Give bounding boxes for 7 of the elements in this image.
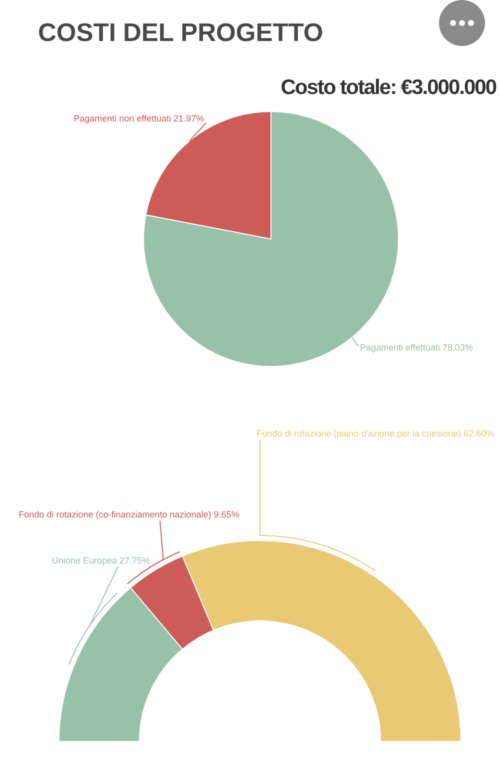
slice-label: Pagamenti effettuati 78.03%	[360, 342, 473, 352]
slice-label: Pagamenti non effettuati 21.97%	[74, 113, 204, 124]
chart-subtitle: Costo totale: €3.000.000	[280, 76, 496, 99]
slice-label: Unione Europea 27.75%	[52, 555, 150, 566]
chart-title: COSTI DEL PROGETTO	[38, 19, 324, 47]
slice-label: Fondo di rotazione (piano d'azione per la coesione) 62.60%	[256, 428, 494, 438]
slice-label: Fondo di rotazione (co-finanziamento nazionale) 9.65%	[18, 509, 240, 520]
